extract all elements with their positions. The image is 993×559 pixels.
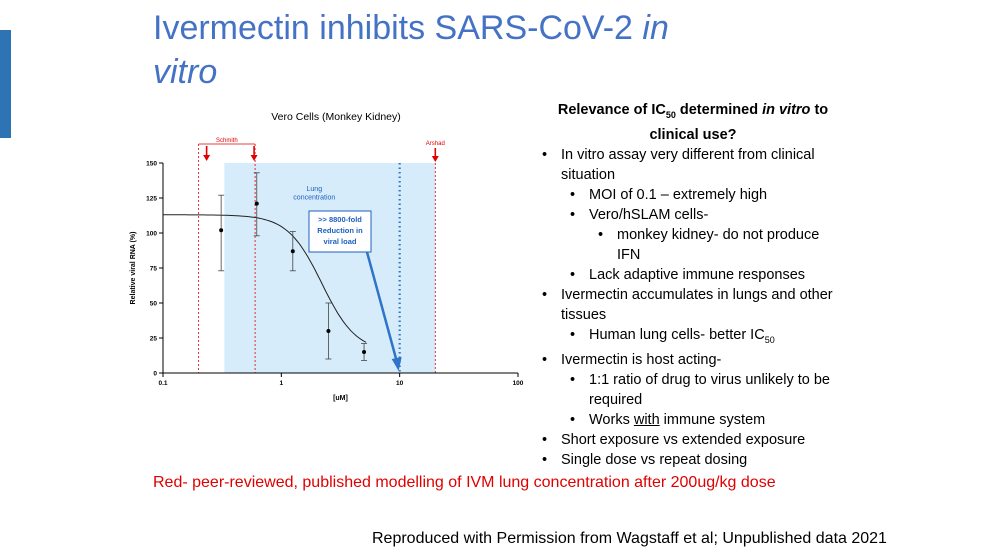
bullet-dosing: Single dose vs repeat dosing — [532, 450, 842, 470]
schmith-label: Schmith — [216, 138, 238, 144]
svg-text:concentration: concentration — [293, 194, 335, 201]
y-tick-label: 100 — [146, 230, 157, 237]
red-note: Red- peer-reviewed, published modelling … — [153, 474, 776, 491]
data-point — [362, 350, 367, 354]
lung-concentration-label: Lung concentration — [293, 186, 335, 201]
slide-title: Ivermectin inhibits SARS-CoV-2 in vitro — [153, 6, 773, 94]
arshad-label: Arshad — [426, 141, 445, 147]
y-tick-label: 125 — [146, 195, 157, 202]
relevance-heading: Relevance of IC50 determined in vitro to… — [557, 102, 829, 143]
bullet-accumulates: Ivermectin accumulates in lungs and othe… — [532, 285, 842, 325]
y-axis-label: Relative viral RNA (%) — [130, 232, 137, 305]
y-tick-label: 25 — [150, 335, 158, 342]
x-tick-label: 100 — [513, 380, 524, 387]
reduction-arrow — [365, 251, 398, 362]
svg-text:>> 8800-fold: >> 8800-fold — [318, 215, 362, 224]
bullet-moi: MOI of 0.1 – extremely high — [532, 185, 842, 205]
data-point — [219, 228, 224, 233]
reduction-arrow-head — [391, 357, 402, 371]
relevance-panel: Relevance of IC50 determined in vitro to… — [532, 100, 842, 470]
relevance-list: In vitro assay very different from clini… — [532, 145, 842, 470]
data-point — [326, 329, 331, 333]
x-tick-label: 0.1 — [158, 380, 167, 387]
bullet-host-acting: Ivermectin is host acting- — [532, 350, 842, 370]
y-tick-label: 150 — [146, 160, 157, 167]
y-tick-label: 0 — [153, 370, 157, 377]
x-tick-label: 10 — [396, 380, 404, 387]
data-point — [290, 249, 295, 254]
bullet-ratio: 1:1 ratio of drug to virus unlikely to b… — [532, 370, 842, 410]
chart-title: Vero Cells (Monkey Kidney) — [271, 111, 401, 123]
red-marker-lines: Schmith Arshad — [198, 138, 445, 373]
ic50-chart: Lung concentration Schmith Arshad 0 25 50 75… — [130, 111, 524, 402]
x-axis-label: [uM] — [333, 395, 348, 402]
x-ticks: 0.1 1 10 100 — [158, 373, 524, 387]
data-point — [254, 201, 259, 206]
arshad-arrow-head — [431, 156, 439, 162]
title-text: Ivermectin inhibits SARS-CoV-2 — [153, 9, 643, 47]
y-tick-label: 75 — [150, 265, 158, 272]
bullet-lung-cells: Human lung cells- better IC50 — [532, 325, 842, 350]
title-italic-vitro: vitro — [153, 53, 218, 91]
bullet-adaptive: Lack adaptive immune responses — [532, 265, 842, 285]
data-points — [218, 172, 368, 361]
title-italic-in: in — [642, 9, 669, 47]
bullet-immune: Works with immune system — [532, 410, 842, 430]
bullet-exposure: Short exposure vs extended exposure — [532, 430, 842, 450]
schmith-arrow-head — [203, 155, 211, 161]
bullet-monkey-kidney: monkey kidney- do not produce IFN — [532, 225, 842, 265]
bullet-assay: In vitro assay very different from clini… — [532, 145, 842, 185]
svg-text:Reduction in: Reduction in — [317, 226, 363, 235]
schmith-arrow-head — [250, 155, 258, 161]
bullet-vero: Vero/hSLAM cells- — [532, 205, 842, 225]
svg-text:viral load: viral load — [324, 237, 357, 246]
svg-text:Lung: Lung — [307, 186, 323, 193]
annotation-box: >> 8800-fold Reduction in viral load — [308, 210, 372, 253]
credit-line: Reproduced with Permission from Wagstaff… — [372, 530, 887, 547]
x-tick-label: 1 — [280, 380, 284, 387]
accent-bar — [0, 30, 11, 138]
y-tick-label: 50 — [150, 300, 158, 307]
y-ticks: 0 25 50 75 100 125 150 — [146, 160, 163, 377]
fit-curve — [163, 214, 367, 343]
